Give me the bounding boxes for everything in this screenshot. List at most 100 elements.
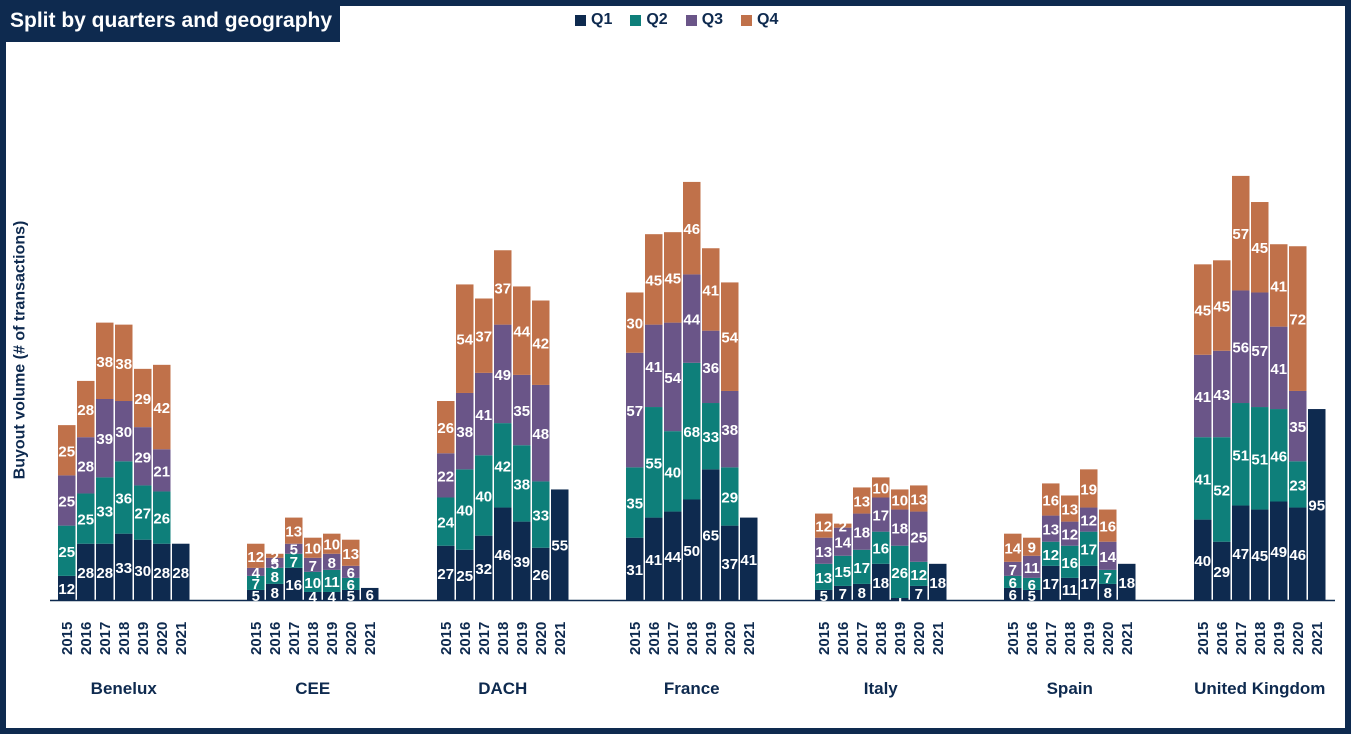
data-label: 5 (290, 542, 298, 559)
data-label: 18 (853, 525, 870, 542)
year-tick-label: 2017 (476, 622, 493, 655)
bar-cee-2019-q3 (323, 553, 341, 570)
data-label: 7 (252, 576, 260, 593)
bar-spain-2020-q2 (1099, 569, 1117, 584)
data-label: 55 (551, 538, 568, 555)
data-label: 56 (1232, 340, 1249, 357)
bar-benelux-2018-q3 (115, 401, 133, 462)
data-label: 10 (323, 537, 340, 554)
bar-cee-2020-q1 (342, 589, 360, 600)
year-tick-label: 2019 (135, 622, 152, 655)
data-label: 13 (910, 491, 927, 508)
bar-italy-2017-q4 (853, 487, 871, 514)
data-label: 12 (247, 549, 264, 566)
year-tick-label: 2019 (892, 622, 909, 655)
bar-benelux-2018-q2 (115, 461, 133, 534)
bar-france-2015-q3 (626, 352, 644, 468)
year-tick-label: 2017 (665, 622, 682, 655)
data-label: 12 (1080, 513, 1097, 530)
data-label: 6 (347, 565, 355, 582)
year-tick-label: 2018 (1062, 622, 1079, 655)
data-label: 41 (475, 407, 492, 424)
bar-spain-2019-q4 (1080, 469, 1098, 508)
data-label: 30 (134, 563, 151, 580)
data-label: 13 (1061, 502, 1078, 519)
data-label: 18 (891, 521, 908, 538)
data-label: 46 (494, 547, 511, 564)
data-label: 49 (1270, 544, 1287, 561)
year-tick-label: 2015 (1005, 622, 1022, 655)
bar-benelux-2015-q2 (58, 525, 76, 576)
bar-cee-2019-q4 (323, 533, 341, 554)
data-label: 38 (721, 422, 738, 439)
data-label: 14 (1099, 549, 1116, 566)
data-label: 17 (1042, 576, 1059, 593)
bar-france-2015-q2 (626, 467, 644, 538)
y-axis-label-wrap: Buyout volume (# of transactions) (0, 200, 160, 500)
data-label: 28 (172, 565, 189, 582)
bar-united-kingdom-2019-q2 (1270, 409, 1288, 502)
data-label: 37 (475, 329, 492, 346)
bar-france-2017-q2 (664, 431, 682, 512)
data-label: 44 (513, 324, 530, 341)
data-label: 37 (494, 280, 511, 297)
data-label: 43 (1213, 387, 1230, 404)
data-label: 41 (645, 552, 662, 569)
data-label: 24 (437, 515, 454, 532)
bar-united-kingdom-2015-q3 (1194, 354, 1212, 438)
year-tick-label: 2021 (1309, 622, 1326, 655)
group-label-cee: CEE (295, 679, 330, 698)
bar-italy-2016-q4 (834, 523, 852, 528)
data-label: 45 (1194, 303, 1211, 320)
data-label: 5 (820, 588, 828, 605)
data-label: 8 (1104, 585, 1112, 602)
y-axis-label: Buyout volume (# of transactions) (10, 220, 28, 480)
year-tick-label: 2017 (97, 622, 114, 655)
bar-italy-2021-q1 (929, 563, 947, 600)
bar-france-2021-q1 (740, 517, 758, 600)
data-label: 25 (910, 530, 927, 547)
bar-italy-2020-q2 (910, 561, 928, 586)
bar-spain-2019-q3 (1080, 507, 1098, 532)
bar-united-kingdom-2020-q3 (1289, 390, 1307, 462)
bar-spain-2020-q4 (1099, 509, 1117, 542)
data-label: 17 (872, 508, 889, 525)
bar-dach-2016-q4 (456, 284, 474, 393)
year-tick-label: 2018 (684, 622, 701, 655)
data-label: 4 (328, 589, 337, 606)
bar-united-kingdom-2018-q1 (1251, 509, 1269, 600)
bar-italy-2017-q1 (853, 583, 871, 600)
bar-benelux-2018-q1 (115, 533, 133, 600)
data-label: 57 (1251, 343, 1268, 360)
bar-spain-2020-q1 (1099, 583, 1117, 600)
legend-item-q4: Q4 (741, 11, 778, 29)
bar-italy-2019-q3 (891, 509, 909, 546)
data-label: 26 (532, 567, 549, 584)
bar-benelux-2016-q4 (77, 380, 95, 438)
data-label: 6 (1009, 587, 1017, 604)
data-label: 46 (1270, 448, 1287, 465)
bar-benelux-2019-q3 (134, 427, 152, 486)
data-label: 40 (475, 488, 492, 505)
data-label: 13 (342, 546, 359, 563)
bar-dach-2018-q1 (494, 507, 512, 600)
year-tick-label: 2016 (646, 622, 663, 655)
data-label: 36 (115, 490, 132, 507)
bar-cee-2018-q2 (304, 571, 322, 592)
data-label: 6 (366, 587, 374, 604)
data-label: 33 (702, 429, 719, 446)
bar-united-kingdom-2018-q3 (1251, 292, 1269, 408)
bar-dach-2020-q1 (532, 547, 550, 600)
data-label: 57 (1232, 226, 1249, 243)
bar-united-kingdom-2019-q1 (1270, 501, 1288, 600)
data-label: 5 (252, 588, 260, 605)
bar-dach-2015-q2 (437, 497, 455, 546)
bar-france-2020-q4 (721, 282, 739, 391)
data-label: 25 (77, 512, 94, 529)
bar-france-2020-q2 (721, 467, 739, 526)
data-label: 11 (1024, 560, 1040, 577)
year-tick-label: 2018 (495, 622, 512, 655)
bar-united-kingdom-2017-q2 (1232, 403, 1250, 506)
bar-france-2019-q2 (702, 403, 720, 470)
